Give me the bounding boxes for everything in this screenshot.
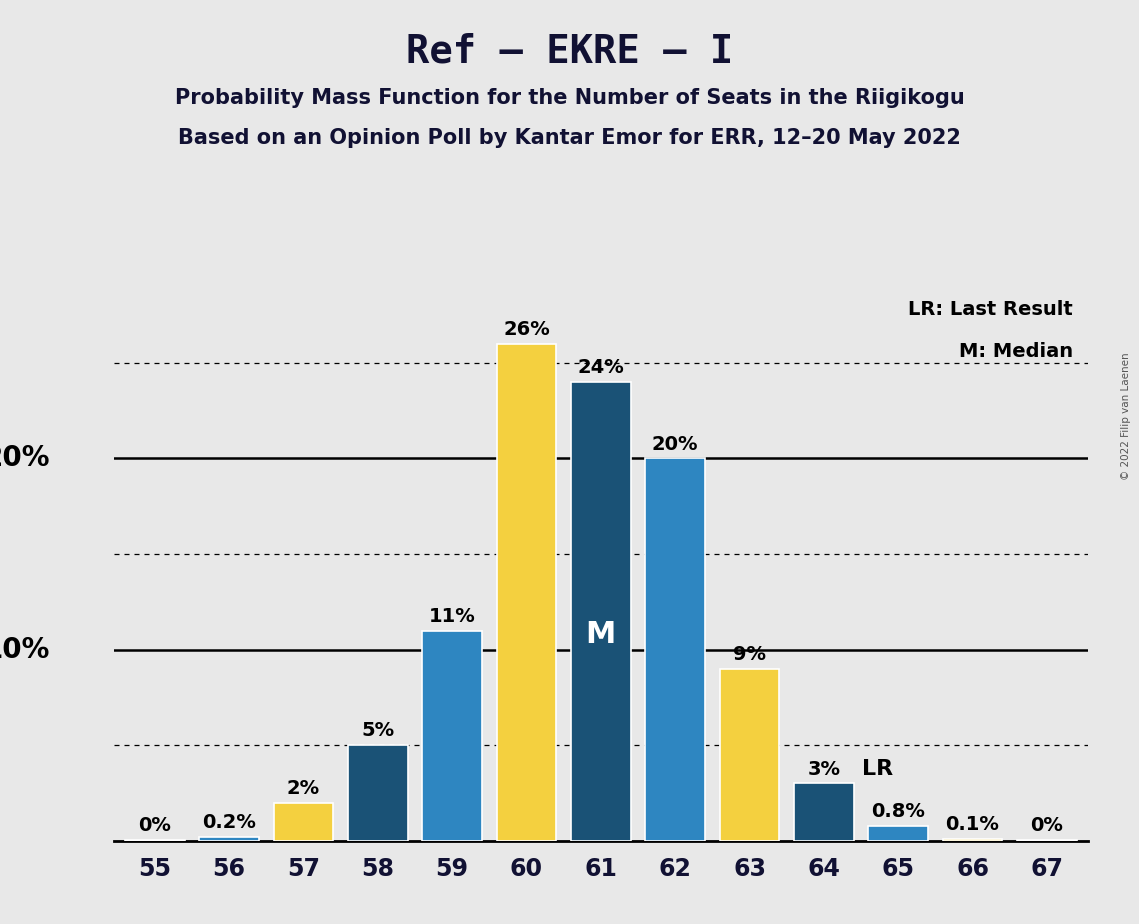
Text: 9%: 9%	[734, 645, 767, 664]
Bar	[125, 840, 185, 841]
Text: LR: Last Result: LR: Last Result	[909, 300, 1073, 320]
Text: 0%: 0%	[1031, 816, 1064, 835]
Bar	[943, 839, 1002, 841]
Bar	[273, 803, 334, 841]
Bar	[868, 825, 928, 841]
Text: 24%: 24%	[577, 359, 624, 377]
Bar	[794, 784, 853, 841]
Text: 11%: 11%	[428, 607, 475, 626]
Text: Based on an Opinion Poll by Kantar Emor for ERR, 12–20 May 2022: Based on an Opinion Poll by Kantar Emor …	[178, 128, 961, 148]
Text: 0.8%: 0.8%	[871, 802, 925, 821]
Text: 0%: 0%	[138, 816, 171, 835]
Text: 0.1%: 0.1%	[945, 815, 999, 834]
Text: 5%: 5%	[361, 722, 394, 740]
Text: © 2022 Filip van Laenen: © 2022 Filip van Laenen	[1121, 352, 1131, 480]
Text: 3%: 3%	[808, 760, 841, 779]
Text: Ref – EKRE – I: Ref – EKRE – I	[405, 32, 734, 70]
Text: 20%: 20%	[0, 444, 50, 472]
Text: 2%: 2%	[287, 779, 320, 797]
Text: 0.2%: 0.2%	[203, 813, 256, 833]
Text: 20%: 20%	[652, 434, 698, 454]
Bar	[1017, 840, 1076, 841]
Bar	[720, 669, 779, 841]
Text: M: M	[585, 620, 616, 649]
Bar	[423, 630, 482, 841]
Bar	[571, 382, 631, 841]
Bar	[646, 458, 705, 841]
Text: Probability Mass Function for the Number of Seats in the Riigikogu: Probability Mass Function for the Number…	[174, 88, 965, 108]
Text: 26%: 26%	[503, 320, 550, 339]
Bar	[497, 344, 556, 841]
Bar	[199, 837, 259, 841]
Text: LR: LR	[862, 759, 894, 779]
Text: 10%: 10%	[0, 636, 50, 663]
Bar	[349, 746, 408, 841]
Text: M: Median: M: Median	[959, 342, 1073, 361]
